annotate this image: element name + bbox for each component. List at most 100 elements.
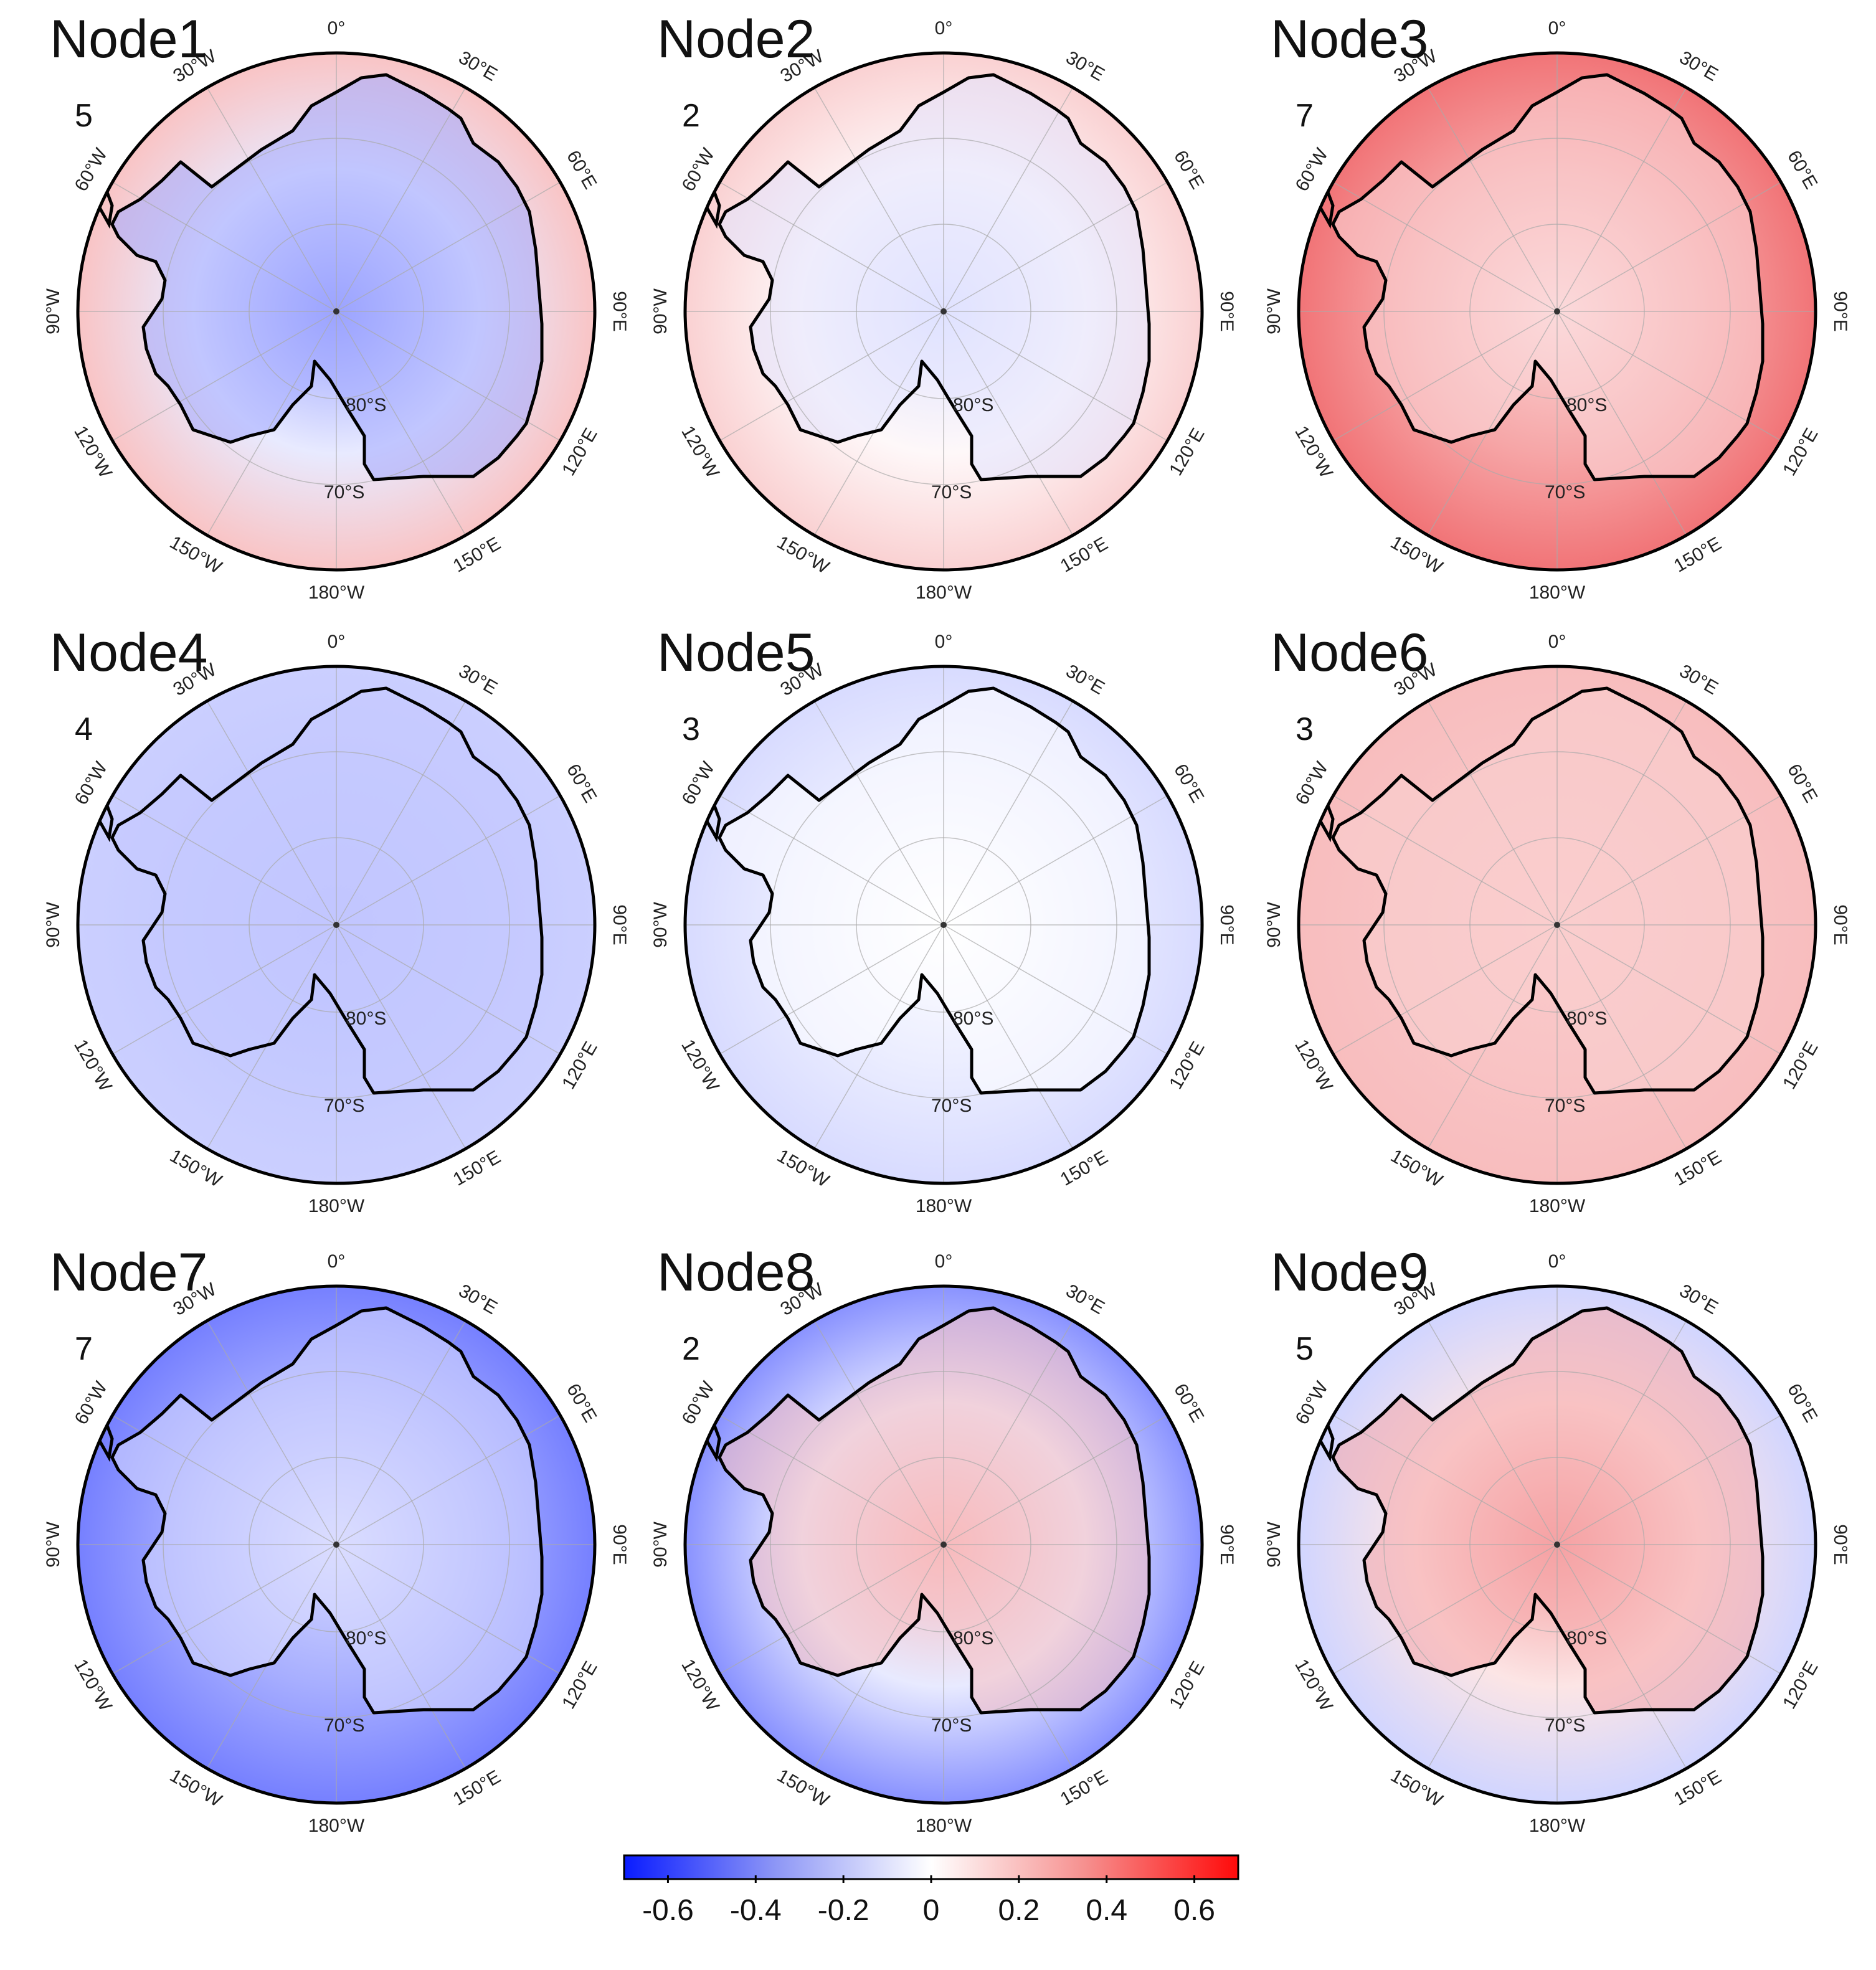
map-panel-node2: 0° 30°E 60°E 90°E 120°E 150°E 180°W 150°W 120°W 9… (632, 0, 1255, 623)
meridian-label: 0° (935, 18, 953, 39)
lat-80-circle (249, 1457, 424, 1632)
meridian-line (206, 701, 337, 926)
map-boundary (1297, 1284, 1817, 1805)
lat-70-circle (770, 138, 1117, 485)
meridian-label: 180°W (308, 582, 365, 603)
lat-70-circle (770, 1371, 1117, 1718)
meridian-line (813, 701, 944, 926)
meridian-line (1556, 1544, 1781, 1675)
map-panel-node8: 0° 30°E 60°E 90°E 120°E 150°E 180°W 150°W 120°W 9… (632, 1233, 1255, 1856)
meridian-line (1427, 701, 1558, 926)
meridian-line (336, 1544, 561, 1675)
lat-80-circle (856, 837, 1031, 1013)
meridian-line (1556, 924, 1687, 1149)
node-title: Node4 (50, 623, 208, 683)
node-count: 2 (682, 98, 700, 134)
meridian-line (1556, 924, 1781, 1055)
meridian-line (206, 924, 337, 1149)
meridian-line (112, 181, 337, 312)
map-boundary (683, 1284, 1204, 1805)
meridian-label: 60°E (562, 1380, 600, 1426)
meridian-line (112, 924, 337, 1055)
meridian-line (1556, 795, 1781, 926)
meridian-line (719, 1414, 944, 1545)
meridian-line (943, 311, 1074, 536)
meridian-line (943, 1544, 1168, 1675)
lat-70-circle (1383, 751, 1731, 1099)
meridian-line (719, 1544, 944, 1675)
node-count: 3 (1296, 711, 1314, 747)
meridian-line (1556, 181, 1781, 312)
lat-70-circle (163, 138, 510, 485)
meridian-line (719, 795, 944, 926)
meridian-line (1333, 181, 1558, 312)
antarctica-coastline (718, 1306, 1151, 1715)
meridian-label: 30°E (455, 661, 501, 699)
meridian-line (112, 311, 337, 442)
map-boundary (683, 665, 1204, 1185)
meridian-line (336, 924, 561, 1055)
meridian-label: 180°W (916, 582, 972, 603)
antarctica-coastline (110, 1306, 544, 1715)
lat-label-70s: 70°S (324, 1096, 364, 1116)
meridian-label: 30°E (1676, 661, 1722, 699)
meridian-line (206, 87, 337, 312)
south-pole-marker (333, 1541, 339, 1548)
meridian-line (719, 924, 944, 1055)
meridian-label: 60°W (1292, 144, 1333, 195)
meridian-label: 90°E (609, 291, 630, 331)
map-panel-node6: 0° 30°E 60°E 90°E 120°E 150°E 180°W 150°W 120°W 9… (1246, 613, 1869, 1236)
meridian-line (1556, 1414, 1781, 1545)
polar-map: 0°30°E60°E90°E120°E150°E180°W150°W120°W9… (650, 1251, 1237, 1836)
meridian-line (112, 1544, 337, 1675)
meridian-label: 0° (328, 18, 346, 39)
map-boundary (1297, 51, 1817, 572)
map-boundary (683, 51, 1204, 572)
meridian-label: 90°E (1216, 904, 1237, 945)
node-title: Node1 (50, 9, 208, 69)
meridian-label: 90°W (43, 901, 64, 947)
meridian-line (336, 87, 467, 312)
meridian-label: 90°W (650, 1521, 671, 1567)
meridian-line (943, 924, 1168, 1055)
meridian-label: 60°W (1292, 1378, 1333, 1428)
south-pole-marker (1554, 1541, 1560, 1548)
polar-map: 0°30°E60°E90°E120°E150°E180°W150°W120°W9… (1264, 1251, 1850, 1836)
node-count: 3 (682, 711, 700, 747)
meridian-label: 60°W (678, 758, 719, 808)
node-count: 2 (682, 1331, 700, 1367)
polar-map: 0°30°E60°E90°E120°E150°E180°W150°W120°W9… (1264, 18, 1850, 603)
map-boundary (76, 665, 597, 1185)
meridian-label: 60°E (1783, 1380, 1821, 1426)
polar-map: 0°30°E60°E90°E120°E150°E180°W150°W120°W9… (43, 632, 630, 1216)
node-title: Node7 (50, 1243, 208, 1302)
map-boundary (76, 1284, 597, 1805)
meridian-line (1333, 795, 1558, 926)
meridian-line (813, 924, 944, 1149)
meridian-line (336, 181, 561, 312)
meridian-line (1556, 311, 1687, 536)
meridian-label: 0° (1548, 1251, 1566, 1272)
map-panel-node5: 0° 30°E 60°E 90°E 120°E 150°E 180°W 150°W 120°W 9… (632, 613, 1255, 1236)
antarctica-coastline (110, 686, 544, 1095)
south-pole-marker (1554, 308, 1560, 315)
meridian-label: 90°E (1830, 291, 1850, 331)
node-title: Node6 (1271, 623, 1429, 683)
lat-label-80s: 80°S (1566, 1008, 1607, 1029)
meridian-line (1556, 701, 1687, 926)
lat-80-circle (856, 224, 1031, 399)
colorbar-tick-label: 0.4 (1086, 1894, 1127, 1927)
map-panel-node9: 0° 30°E 60°E 90°E 120°E 150°E 180°W 150°W 120°W 9… (1246, 1233, 1869, 1856)
lat-70-circle (770, 751, 1117, 1099)
node-count: 5 (1296, 1331, 1314, 1367)
meridian-line (943, 924, 1074, 1149)
colorbar-tick-label: -0.6 (642, 1894, 694, 1927)
meridian-label: 90°W (43, 1521, 64, 1567)
lat-label-70s: 70°S (1545, 1715, 1585, 1736)
lat-70-circle (163, 751, 510, 1099)
lat-80-circle (1469, 224, 1645, 399)
antarctica-coastline (110, 73, 544, 481)
meridian-line (336, 701, 467, 926)
meridian-line (943, 1320, 1074, 1545)
meridian-line (813, 1544, 944, 1769)
